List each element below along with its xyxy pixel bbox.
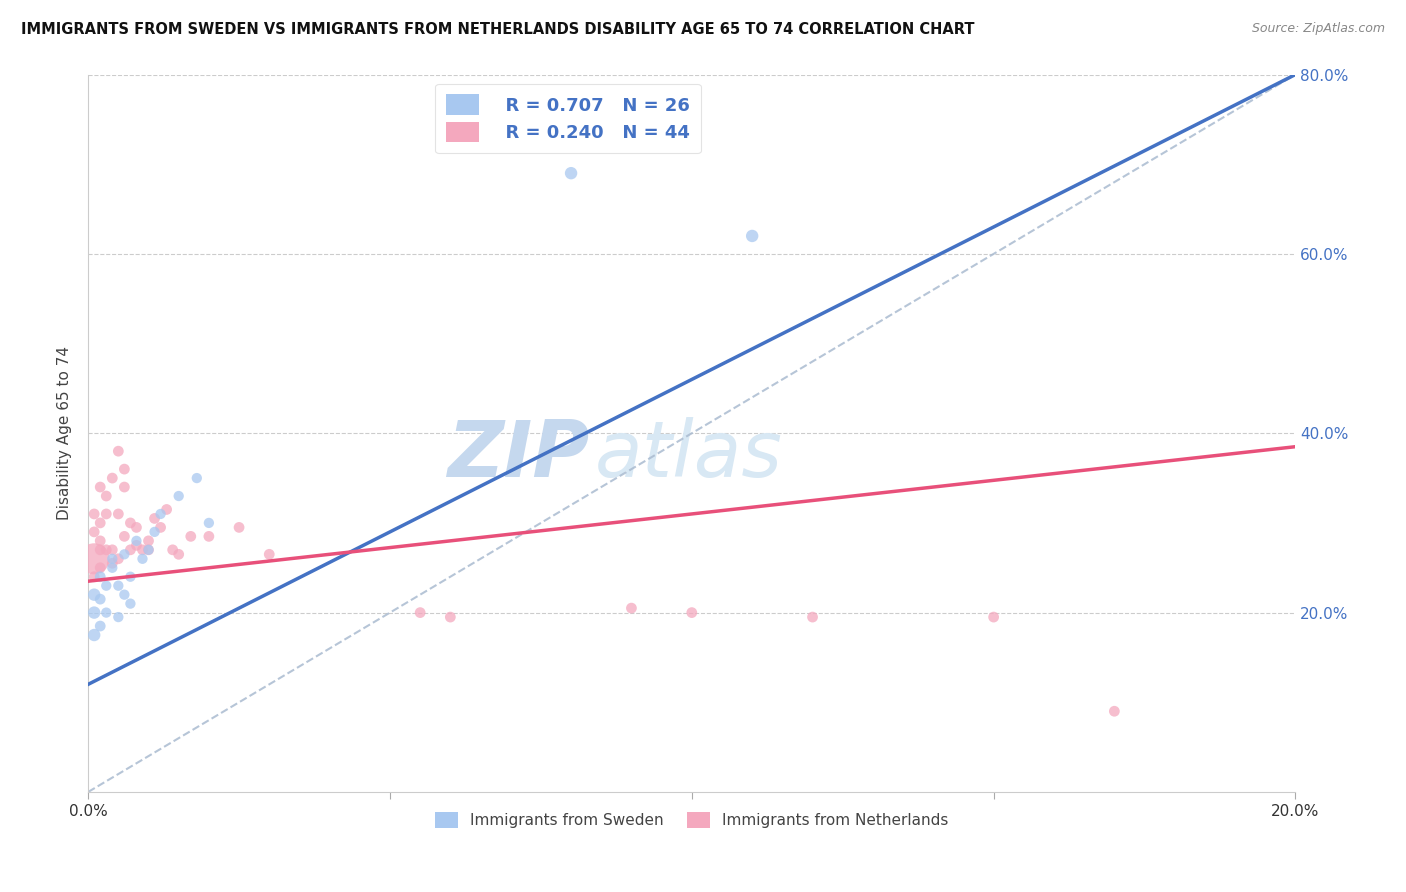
Point <box>96 542 118 557</box>
Point <box>143 524 166 539</box>
Point <box>83 570 105 584</box>
Point <box>1104 704 1126 718</box>
Point <box>112 480 135 494</box>
Point <box>228 520 250 534</box>
Point <box>89 516 111 530</box>
Point <box>138 542 160 557</box>
Point <box>89 480 111 494</box>
Point <box>83 507 105 521</box>
Point <box>107 579 129 593</box>
Point <box>107 551 129 566</box>
Point <box>167 547 190 561</box>
Point <box>620 601 643 615</box>
Point <box>83 628 105 642</box>
Point <box>83 588 105 602</box>
Point <box>439 610 461 624</box>
Point <box>198 516 221 530</box>
Point <box>112 547 135 561</box>
Point <box>101 556 124 570</box>
Point <box>681 606 703 620</box>
Point <box>96 489 118 503</box>
Text: Source: ZipAtlas.com: Source: ZipAtlas.com <box>1251 22 1385 36</box>
Point <box>89 561 111 575</box>
Text: ZIP: ZIP <box>447 417 589 492</box>
Y-axis label: Disability Age 65 to 74: Disability Age 65 to 74 <box>58 346 72 520</box>
Point <box>257 547 280 561</box>
Point <box>198 529 221 543</box>
Point <box>167 489 190 503</box>
Point <box>409 606 432 620</box>
Point <box>120 570 142 584</box>
Point <box>89 533 111 548</box>
Point <box>96 507 118 521</box>
Point <box>89 619 111 633</box>
Point <box>101 561 124 575</box>
Text: atlas: atlas <box>595 417 783 492</box>
Point <box>149 507 172 521</box>
Legend: Immigrants from Sweden, Immigrants from Netherlands: Immigrants from Sweden, Immigrants from … <box>429 806 955 835</box>
Point <box>112 588 135 602</box>
Text: IMMIGRANTS FROM SWEDEN VS IMMIGRANTS FROM NETHERLANDS DISABILITY AGE 65 TO 74 CO: IMMIGRANTS FROM SWEDEN VS IMMIGRANTS FRO… <box>21 22 974 37</box>
Point <box>112 529 135 543</box>
Point <box>112 462 135 476</box>
Point <box>83 524 105 539</box>
Point <box>89 592 111 607</box>
Point <box>125 520 148 534</box>
Point <box>162 542 184 557</box>
Point <box>149 520 172 534</box>
Point <box>107 444 129 458</box>
Point <box>107 507 129 521</box>
Point <box>89 570 111 584</box>
Point <box>120 516 142 530</box>
Point <box>83 551 105 566</box>
Point <box>138 542 160 557</box>
Point <box>120 597 142 611</box>
Point <box>186 471 208 485</box>
Point <box>83 606 105 620</box>
Point <box>120 542 142 557</box>
Point <box>101 471 124 485</box>
Point <box>180 529 202 543</box>
Point <box>138 533 160 548</box>
Point <box>107 610 129 624</box>
Point <box>741 229 763 244</box>
Point <box>96 579 118 593</box>
Point <box>96 606 118 620</box>
Point <box>156 502 179 516</box>
Point <box>983 610 1005 624</box>
Point <box>125 533 148 548</box>
Point <box>801 610 824 624</box>
Point <box>101 551 124 566</box>
Point <box>560 166 582 180</box>
Point <box>101 542 124 557</box>
Point <box>125 538 148 552</box>
Point <box>131 542 153 557</box>
Point <box>143 511 166 525</box>
Point <box>131 551 153 566</box>
Point <box>89 542 111 557</box>
